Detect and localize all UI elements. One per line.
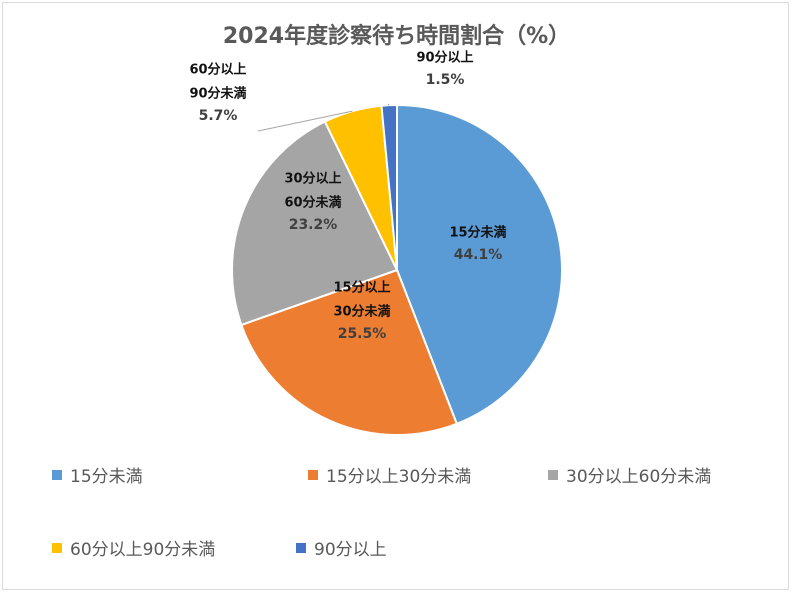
pie-slice-0 [396,103,563,426]
legend-swatch-4 [296,542,306,553]
legend-label-4: 90分以上 [314,540,387,560]
slice-1-category-label-0: 15分以上 [333,280,390,296]
legend-label-0: 15分未満 [70,467,143,487]
slice-1-value-label: 25.5% [338,326,387,342]
leader-line-3 [257,110,353,132]
legend-label-2: 30分以上60分未満 [566,467,712,487]
slice-2-category-label-1: 60分未満 [284,195,341,211]
slice-0-category-label-0: 15分未満 [449,225,506,241]
pie-slice-2 [231,120,399,327]
legend-item-3: 60分以上90分未満 [52,535,215,560]
chart-title: 2024年度診察待ち時間割合（%） [222,24,571,49]
pie-slice-1 [240,268,459,436]
leader-line-4 [387,103,390,106]
legend-item-4: 90分以上 [296,535,387,560]
slice-4-value-label: 1.5% [426,72,465,88]
legend-item-0: 15分未満 [52,462,143,487]
slice-0-value-label: 44.1% [454,247,503,263]
legend-label-1: 15分以上30分未満 [326,467,472,487]
slice-3-category-label-0: 60分以上 [189,62,246,78]
legend-swatch-0 [52,469,62,480]
leader-lines [257,103,390,132]
slice-3-category-label-1: 90分未満 [189,86,246,102]
slice-2-category-label-0: 30分以上 [284,171,341,187]
slice-1-category-label-1: 30分未満 [333,304,390,320]
legend-swatch-3 [52,542,62,553]
legend-item-2: 30分以上60分未満 [548,462,711,487]
legend-swatch-2 [548,469,558,480]
legend-swatch-1 [308,469,318,480]
legend-label-3: 60分以上90分未満 [70,540,216,560]
legend-item-1: 15分以上30分未満 [308,462,471,487]
slice-2-value-label: 23.2% [289,217,338,233]
slice-4-category-label-0: 90分以上 [416,50,473,66]
data-labels: 15分未満 44.1% 15分以上 30分未満 25.5% 30分以上 60分未満 23.2%… [189,50,506,343]
slice-3-value-label: 5.7% [199,108,238,124]
pie-slices [231,103,563,436]
